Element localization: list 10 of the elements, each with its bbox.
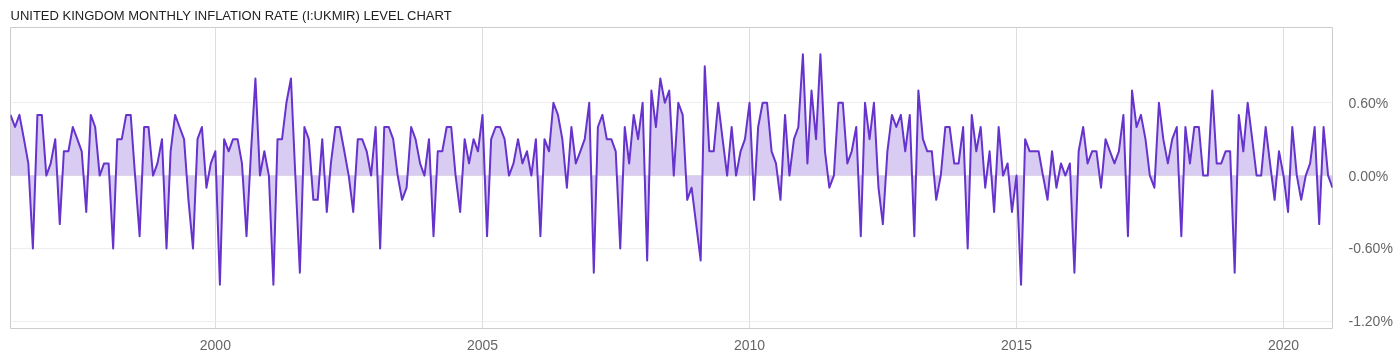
x-tick-label: 2000 [199,336,232,353]
x-tick-label: 2005 [466,336,499,353]
y-tick-label: -1.20% [1348,313,1393,330]
y-tick-label: 0.60% [1348,94,1389,111]
chart-title: UNITED KINGDOM MONTHLY INFLATION RATE (I:UKMIR) LEVEL CHART [10,7,452,23]
x-tick-label: 2020 [1267,336,1300,353]
x-tick-label: 2015 [1000,336,1033,353]
y-tick-label: -0.60% [1348,240,1393,257]
x-tick-label: 2010 [733,336,766,353]
y-tick-label: 0.00% [1348,167,1389,184]
